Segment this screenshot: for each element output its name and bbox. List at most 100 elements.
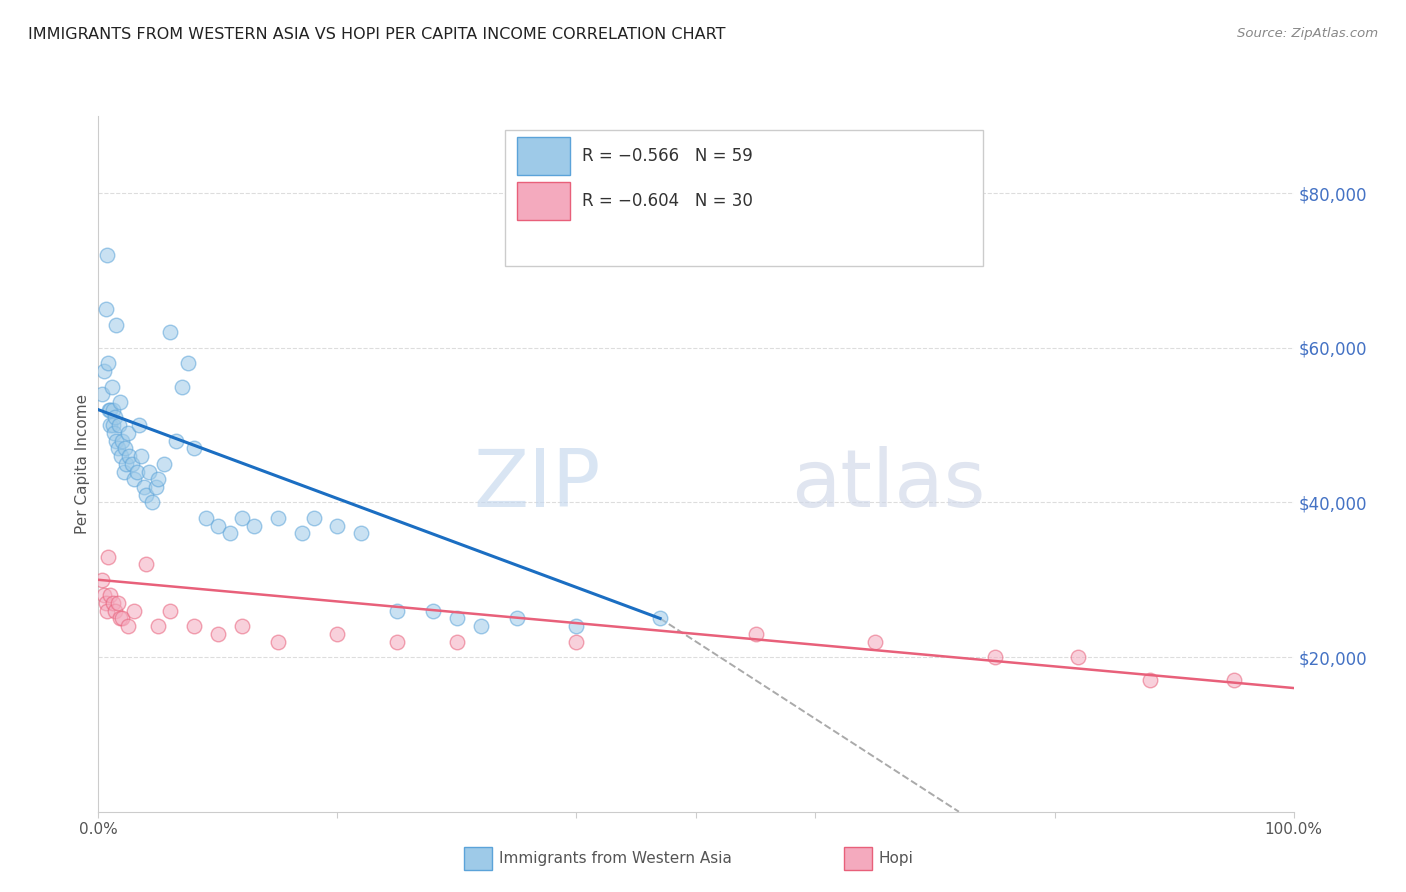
Point [107,596,129,610]
Point [111,611,134,625]
Point [96,248,118,262]
Point [135,488,157,502]
Point [100,379,122,393]
Text: Source: ZipAtlas.com: Source: ZipAtlas.com [1237,27,1378,40]
Point [114,442,136,456]
Point [145,480,167,494]
Point [1067,650,1090,665]
Point [231,511,253,525]
Point [863,634,887,648]
Text: Hopi: Hopi [879,852,914,866]
Point [385,604,409,618]
Text: IMMIGRANTS FROM WESTERN ASIA VS HOPI PER CAPITA INCOME CORRELATION CHART: IMMIGRANTS FROM WESTERN ASIA VS HOPI PER… [28,27,725,42]
Point [91,573,114,587]
Point [267,634,290,648]
Point [291,526,314,541]
Point [93,364,115,378]
Point [446,611,468,625]
Point [148,619,170,633]
Point [91,387,114,401]
Point [207,627,229,641]
Point [1139,673,1161,688]
Point [194,511,218,525]
Text: ZIP: ZIP [472,446,600,524]
Point [118,449,141,463]
Point [112,465,135,479]
Point [153,457,176,471]
Point [105,318,128,332]
Point [96,604,118,618]
Point [111,434,134,448]
Point [104,604,127,618]
Text: Immigrants from Western Asia: Immigrants from Western Asia [499,852,733,866]
Point [132,480,155,494]
Point [385,634,409,648]
Point [446,634,468,648]
Point [104,410,127,425]
Point [745,627,768,641]
Point [94,596,117,610]
Point [101,596,124,610]
Point [177,356,200,370]
Point [422,604,444,618]
Point [350,526,373,541]
Point [183,442,205,456]
Point [108,395,131,409]
Point [117,619,139,633]
Point [97,549,120,564]
Point [117,425,139,440]
Point [267,511,290,525]
Point [124,472,146,486]
Point [326,518,349,533]
Point [984,650,1007,665]
Point [98,402,122,417]
Point [302,511,325,525]
Point [470,619,492,633]
Point [125,465,148,479]
Point [243,518,266,533]
Point [172,379,194,393]
Text: R = −0.604   N = 30: R = −0.604 N = 30 [582,192,754,211]
Point [107,442,129,456]
Point [105,434,128,448]
Point [115,457,138,471]
Point [107,418,129,433]
Point [165,434,187,448]
Point [159,604,181,618]
Point [98,588,122,602]
FancyBboxPatch shape [505,130,983,266]
Point [131,449,153,463]
Point [219,526,242,541]
Point [128,418,150,433]
Point [121,457,143,471]
Point [103,425,125,440]
Point [506,611,529,625]
Point [98,418,122,433]
Point [110,449,132,463]
FancyBboxPatch shape [517,182,571,220]
Point [101,418,124,433]
Point [97,356,120,370]
Point [101,402,124,417]
Point [565,619,588,633]
Point [108,611,131,625]
Point [138,465,160,479]
Point [207,518,229,533]
Point [93,588,115,602]
Y-axis label: Per Capita Income: Per Capita Income [75,393,90,534]
Point [94,302,117,317]
Point [1222,673,1246,688]
Text: atlas: atlas [792,446,986,524]
Point [148,472,170,486]
Point [648,611,672,625]
Text: R = −0.566   N = 59: R = −0.566 N = 59 [582,147,754,165]
Point [183,619,205,633]
Point [159,326,181,340]
Point [231,619,253,633]
Point [98,402,121,417]
Point [124,604,146,618]
Point [565,634,588,648]
Point [135,558,157,572]
FancyBboxPatch shape [517,136,571,175]
Point [326,627,349,641]
